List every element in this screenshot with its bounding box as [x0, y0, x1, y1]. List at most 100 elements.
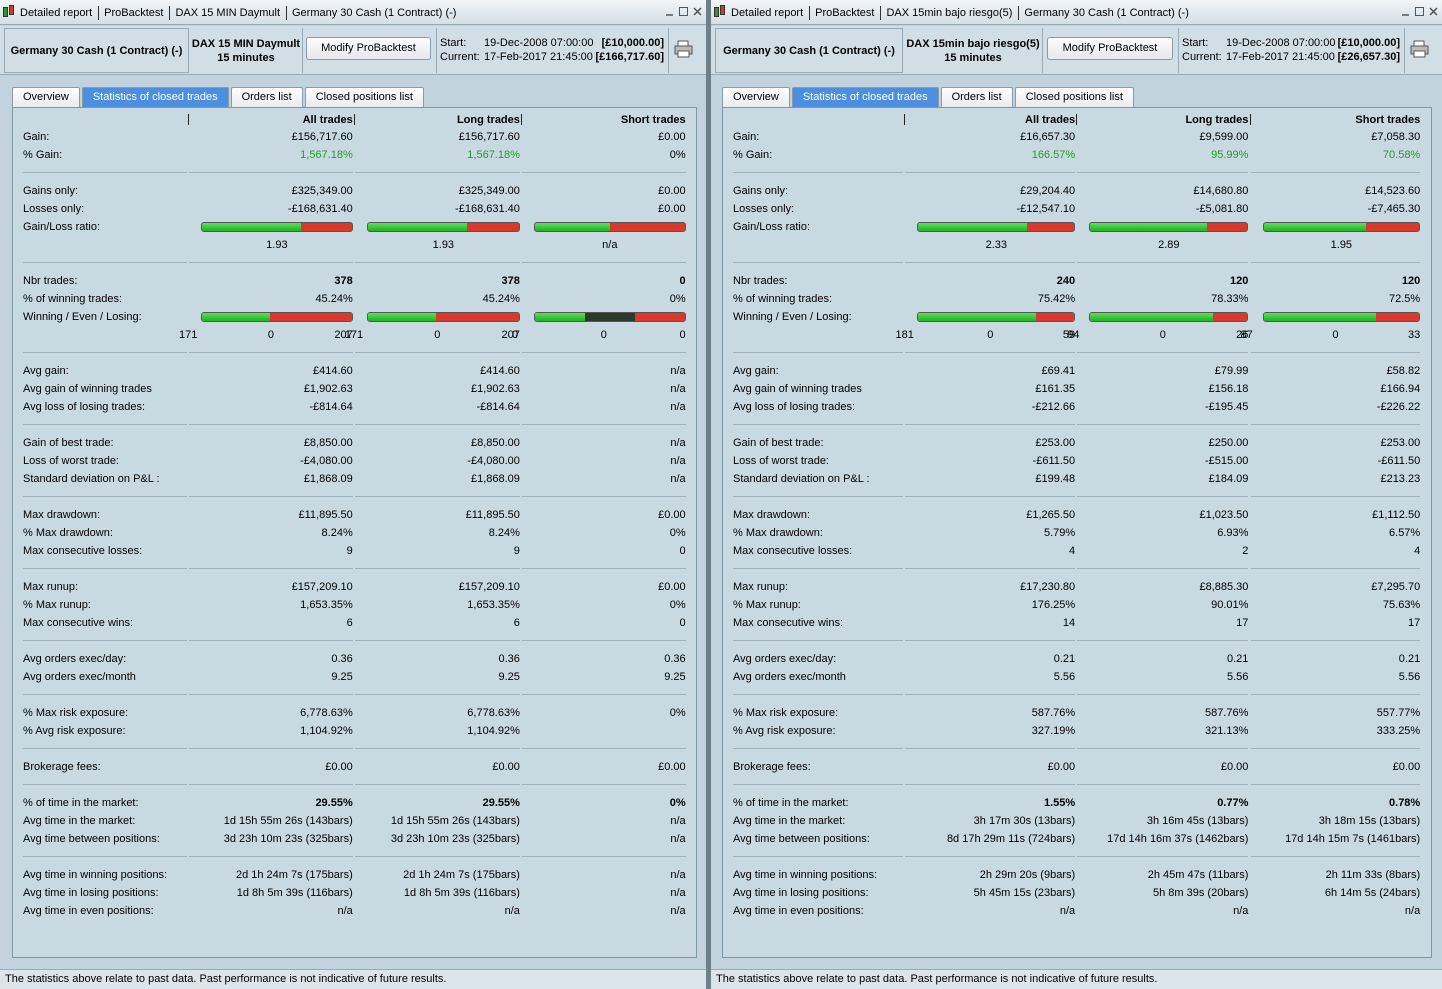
print-icon[interactable]: [1410, 40, 1430, 58]
divider: [905, 694, 1076, 695]
tab[interactable]: Orders list: [230, 87, 303, 107]
divider: [1250, 784, 1421, 785]
stat-value: £1,868.09: [470, 473, 520, 485]
app-icon: [714, 7, 719, 17]
stat-value: 9: [346, 545, 353, 557]
ratio-bar: [917, 222, 1076, 232]
title-item: ProBacktest: [809, 6, 874, 20]
divider: [1250, 496, 1421, 497]
divider: [354, 352, 520, 353]
disclaimer: The statistics above relate to past data…: [5, 973, 447, 985]
stat-value: 0.21: [1226, 653, 1249, 665]
losing-count: 59: [1062, 329, 1076, 341]
stat-value: n/a: [1404, 905, 1421, 917]
stat-label: Avg time in winning positions:: [23, 869, 168, 881]
stat-value: n/a: [1059, 905, 1076, 917]
stat-value: 321.13%: [1204, 725, 1249, 737]
stat-value: -£226.22: [1376, 401, 1421, 413]
stat-value: 70.58%: [1382, 149, 1421, 161]
tab[interactable]: Closed positions list: [304, 87, 424, 107]
stat-value: £17,230.80: [1020, 581, 1076, 593]
stat-value: £7,058.30: [1371, 131, 1421, 143]
stat-label: Max runup:: [23, 581, 79, 593]
close-button[interactable]: [692, 6, 703, 17]
winning-segment: [1090, 313, 1214, 321]
stat-value: 0%: [669, 527, 686, 539]
stat-value: £79.99: [1214, 365, 1249, 377]
tab[interactable]: Statistics of closed trades: [791, 87, 939, 107]
stat-value: 6: [346, 617, 353, 629]
even-count: 0: [600, 329, 607, 341]
stat-value: -£4,080.00: [467, 455, 520, 467]
divider: [1250, 172, 1421, 173]
divider: [189, 640, 353, 641]
tab[interactable]: Orders list: [940, 87, 1013, 107]
stat-label: % Gain:: [23, 149, 63, 161]
maximize-button[interactable]: [678, 6, 689, 17]
instrument: Germany 30 Cash (1 Contract) (-): [723, 45, 895, 57]
stat-label: Max drawdown:: [23, 509, 101, 521]
stat-label: % Max drawdown:: [23, 527, 113, 539]
modify-button[interactable]: Modify ProBacktest: [1047, 37, 1173, 60]
status-bar: The statistics above relate to past data…: [711, 969, 1442, 989]
maximize-button[interactable]: [1414, 6, 1425, 17]
strategy-period: 15 minutes: [217, 52, 275, 64]
stat-value: 45.24%: [315, 293, 353, 305]
stat-value: 17d 14h 16m 37s (1462bars): [1107, 833, 1249, 845]
stat-value: n/a: [670, 887, 686, 899]
column-header: Long trades: [456, 114, 520, 126]
stat-value: £156.18: [1208, 383, 1249, 395]
winning-count: 171: [344, 329, 364, 341]
minimize-button[interactable]: [664, 6, 675, 17]
stat-value: 9.25: [664, 671, 686, 683]
close-button[interactable]: [1428, 6, 1439, 17]
tab[interactable]: Statistics of closed trades: [81, 87, 229, 107]
tab[interactable]: Overview: [12, 87, 80, 107]
minimize-button[interactable]: [1400, 6, 1411, 17]
print-icon[interactable]: [674, 40, 694, 58]
stat-value: £14,680.80: [1193, 185, 1249, 197]
divider: [733, 172, 904, 173]
divider: [521, 784, 686, 785]
stat-label: Max consecutive losses:: [733, 545, 853, 557]
stat-label: Gain of best trade:: [733, 437, 824, 449]
title-item: DAX 15 MIN Daymult: [169, 6, 280, 20]
stat-value: 1d 8h 5m 39s (116bars): [236, 887, 353, 899]
stat-value: £0.00: [658, 509, 686, 521]
divider: [1077, 352, 1249, 353]
divider: [23, 352, 188, 353]
divider: [1250, 640, 1421, 641]
winning-count: 87: [1240, 329, 1253, 341]
tab[interactable]: Overview: [722, 87, 790, 107]
stat-value: 9: [513, 545, 520, 557]
wel-bar: [201, 312, 353, 322]
stat-value: £325,349.00: [458, 185, 520, 197]
column-separator: [188, 114, 190, 125]
stat-label: Nbr trades:: [733, 275, 788, 287]
column-separator: [353, 114, 355, 125]
stat-value: £8,850.00: [470, 437, 520, 449]
modify-button[interactable]: Modify ProBacktest: [306, 37, 431, 60]
column-header: Long trades: [1185, 114, 1249, 126]
stat-value: 176.25%: [1031, 599, 1076, 611]
stat-label: Avg gain of winning trades: [733, 383, 862, 395]
stat-value: 8.24%: [321, 527, 353, 539]
strategy-box: DAX 15min bajo riesgo(5) 15 minutes: [904, 28, 1043, 73]
current-label: Current:: [440, 51, 480, 63]
column-separator: [520, 114, 522, 125]
stat-value: -£515.00: [1204, 455, 1249, 467]
losing-segment: [436, 313, 519, 321]
stat-label: Avg loss of losing trades:: [733, 401, 856, 413]
stat-value: 587.76%: [1031, 707, 1076, 719]
divider: [733, 568, 904, 569]
divider: [1250, 694, 1421, 695]
stat-label: Gain/Loss ratio:: [733, 221, 811, 233]
tab[interactable]: Closed positions list: [1014, 87, 1134, 107]
divider: [521, 352, 686, 353]
stat-value: 2: [1242, 545, 1249, 557]
stat-label: Avg orders exec/month: [733, 671, 846, 683]
stat-value: 2h 11m 33s (8bars): [1325, 869, 1421, 881]
divider: [733, 496, 904, 497]
stat-value: 5.56: [1226, 671, 1249, 683]
